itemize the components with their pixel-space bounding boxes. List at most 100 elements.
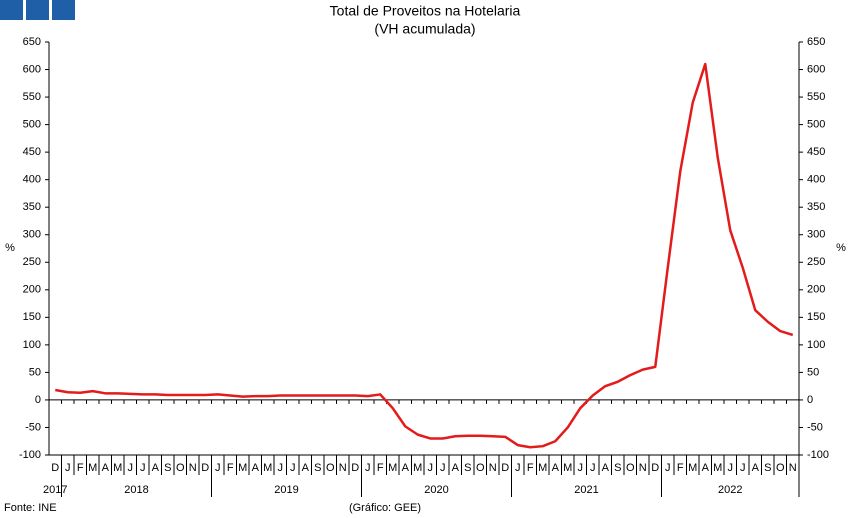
x-tick-label: D xyxy=(351,462,359,474)
x-tick-label: F xyxy=(527,462,534,474)
x-tick-label: D xyxy=(201,462,209,474)
x-tick-label: D xyxy=(501,462,509,474)
x-tick-label: O xyxy=(626,462,635,474)
x-tick-label: J xyxy=(665,462,671,474)
y-tick-label: 500 xyxy=(23,119,41,131)
x-tick-label: D xyxy=(651,462,659,474)
y-tick-label: 550 xyxy=(23,91,41,103)
x-tick-label: N xyxy=(489,462,497,474)
x-tick-label: N xyxy=(639,462,647,474)
x-tick-label: J xyxy=(278,462,284,474)
y-tick-label: -100 xyxy=(19,449,41,461)
x-tick-label: J xyxy=(590,462,596,474)
source: Fonte: INE xyxy=(4,502,57,514)
x-tick-label: F xyxy=(227,462,234,474)
y2-tick-label: 400 xyxy=(807,174,825,186)
x-tick-label: J xyxy=(215,462,221,474)
x-tick-label: J xyxy=(740,462,746,474)
x-tick-label: D xyxy=(51,462,59,474)
x-tick-label: J xyxy=(365,462,371,474)
year-label: 2020 xyxy=(424,484,448,496)
x-tick-label: J xyxy=(140,462,146,474)
logo-block xyxy=(26,0,49,20)
y-tick-label: 450 xyxy=(23,146,41,158)
x-tick-label: M xyxy=(713,462,722,474)
y-tick-label: 0 xyxy=(35,394,41,406)
x-tick-label: A xyxy=(402,462,410,474)
x-tick-label: J xyxy=(428,462,434,474)
y-tick-label: -50 xyxy=(25,421,41,433)
x-tick-label: J xyxy=(728,462,734,474)
credit: (Gráfico: GEE) xyxy=(349,502,421,514)
x-tick-label: A xyxy=(602,462,610,474)
chart-subtitle: (VH acumulada) xyxy=(374,21,475,37)
x-tick-label: M xyxy=(238,462,247,474)
x-tick-label: M xyxy=(388,462,397,474)
x-tick-label: A xyxy=(252,462,260,474)
y2-tick-label: 350 xyxy=(807,201,825,213)
year-label: 2018 xyxy=(124,484,148,496)
y-tick-label: 100 xyxy=(23,339,41,351)
y2-tick-label: 500 xyxy=(807,119,825,131)
x-tick-label: S xyxy=(314,462,321,474)
y-tick-label: 600 xyxy=(23,63,41,75)
y2-tick-label: 100 xyxy=(807,339,825,351)
x-tick-label: S xyxy=(464,462,471,474)
x-tick-label: N xyxy=(189,462,197,474)
logo-block xyxy=(52,0,75,20)
x-tick-label: N xyxy=(789,462,797,474)
x-tick-label: O xyxy=(476,462,485,474)
y-tick-label: 50 xyxy=(29,366,41,378)
x-tick-label: S xyxy=(164,462,171,474)
y-tick-label: 350 xyxy=(23,201,41,213)
x-tick-label: S xyxy=(764,462,771,474)
x-tick-label: F xyxy=(377,462,384,474)
x-tick-label: A xyxy=(152,462,160,474)
year-label: 2022 xyxy=(718,484,742,496)
x-tick-label: F xyxy=(677,462,684,474)
x-tick-label: J xyxy=(290,462,296,474)
x-tick-label: O xyxy=(776,462,785,474)
y-tick-label: 300 xyxy=(23,229,41,241)
y-tick-label: 650 xyxy=(23,36,41,48)
y2-tick-label: 450 xyxy=(807,146,825,158)
data-line xyxy=(55,62,794,449)
y-tick-label: 150 xyxy=(23,311,41,323)
y2-tick-label: 650 xyxy=(807,36,825,48)
logo-block xyxy=(0,0,23,20)
x-tick-label: O xyxy=(326,462,335,474)
y2-tick-label: 300 xyxy=(807,229,825,241)
y-tick-label: 200 xyxy=(23,284,41,296)
x-tick-label: S xyxy=(614,462,621,474)
y2-tick-label: 50 xyxy=(807,366,819,378)
y2-tick-label: 150 xyxy=(807,311,825,323)
x-tick-label: M xyxy=(88,462,97,474)
y2-axis-label: % xyxy=(836,242,846,254)
x-tick-label: A xyxy=(752,462,760,474)
x-tick-label: N xyxy=(339,462,347,474)
x-tick-label: A xyxy=(552,462,560,474)
y-tick-label: 250 xyxy=(23,256,41,268)
y2-tick-label: -50 xyxy=(807,421,823,433)
x-tick-label: J xyxy=(440,462,446,474)
year-label: 2021 xyxy=(574,484,598,496)
year-label: 2017 xyxy=(43,484,67,496)
x-tick-label: J xyxy=(578,462,584,474)
x-tick-label: M xyxy=(263,462,272,474)
x-tick-label: O xyxy=(176,462,185,474)
y-axis-label: % xyxy=(5,242,15,254)
chart-title: Total de Proveitos na Hotelaria xyxy=(330,3,521,19)
x-tick-label: M xyxy=(563,462,572,474)
x-tick-label: A xyxy=(102,462,110,474)
x-tick-label: J xyxy=(128,462,134,474)
y-tick-label: 400 xyxy=(23,174,41,186)
x-tick-label: M xyxy=(413,462,422,474)
x-tick-label: M xyxy=(113,462,122,474)
y2-tick-label: 250 xyxy=(807,256,825,268)
y2-tick-label: 200 xyxy=(807,284,825,296)
x-tick-label: M xyxy=(538,462,547,474)
y2-tick-label: 550 xyxy=(807,91,825,103)
y2-tick-label: 600 xyxy=(807,63,825,75)
x-tick-label: F xyxy=(77,462,84,474)
x-tick-label: J xyxy=(515,462,521,474)
